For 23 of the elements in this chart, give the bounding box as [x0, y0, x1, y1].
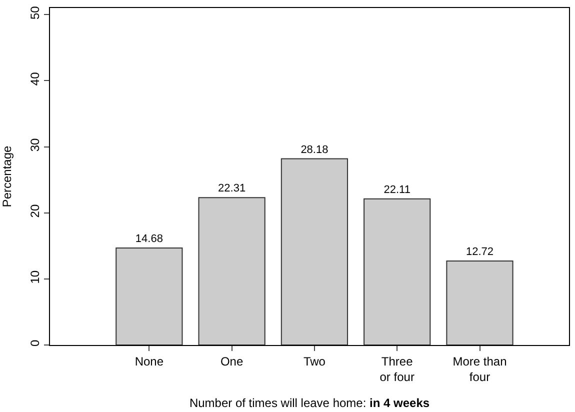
y-tick-label: 0 — [28, 340, 42, 347]
bar — [198, 197, 266, 345]
bar — [280, 158, 348, 345]
bar — [116, 248, 183, 345]
data-label: 22.11 — [384, 184, 410, 196]
x-tick-label: None — [134, 354, 164, 368]
x-tick-label: More than four — [452, 354, 507, 384]
bar — [446, 260, 514, 345]
y-axis-title: Percentage — [0, 145, 14, 208]
y-tick-label: 20 — [28, 204, 42, 218]
y-tick-label: 10 — [28, 270, 42, 284]
data-label: 12.72 — [466, 246, 494, 258]
x-tick-label: One — [220, 354, 244, 368]
x-tick-label: Three or four — [380, 354, 414, 384]
x-tick-label: Two — [303, 354, 326, 368]
y-tick-label: 40 — [28, 72, 42, 86]
x-axis-title: Number of times will leave home: in 4 weeks — [189, 396, 430, 410]
data-label: 28.18 — [300, 144, 328, 156]
y-tick-label: 50 — [28, 6, 42, 20]
y-tick-label: 30 — [28, 138, 42, 152]
data-label: 22.31 — [218, 182, 246, 195]
data-label: 14.68 — [135, 233, 163, 245]
bar — [364, 198, 431, 345]
